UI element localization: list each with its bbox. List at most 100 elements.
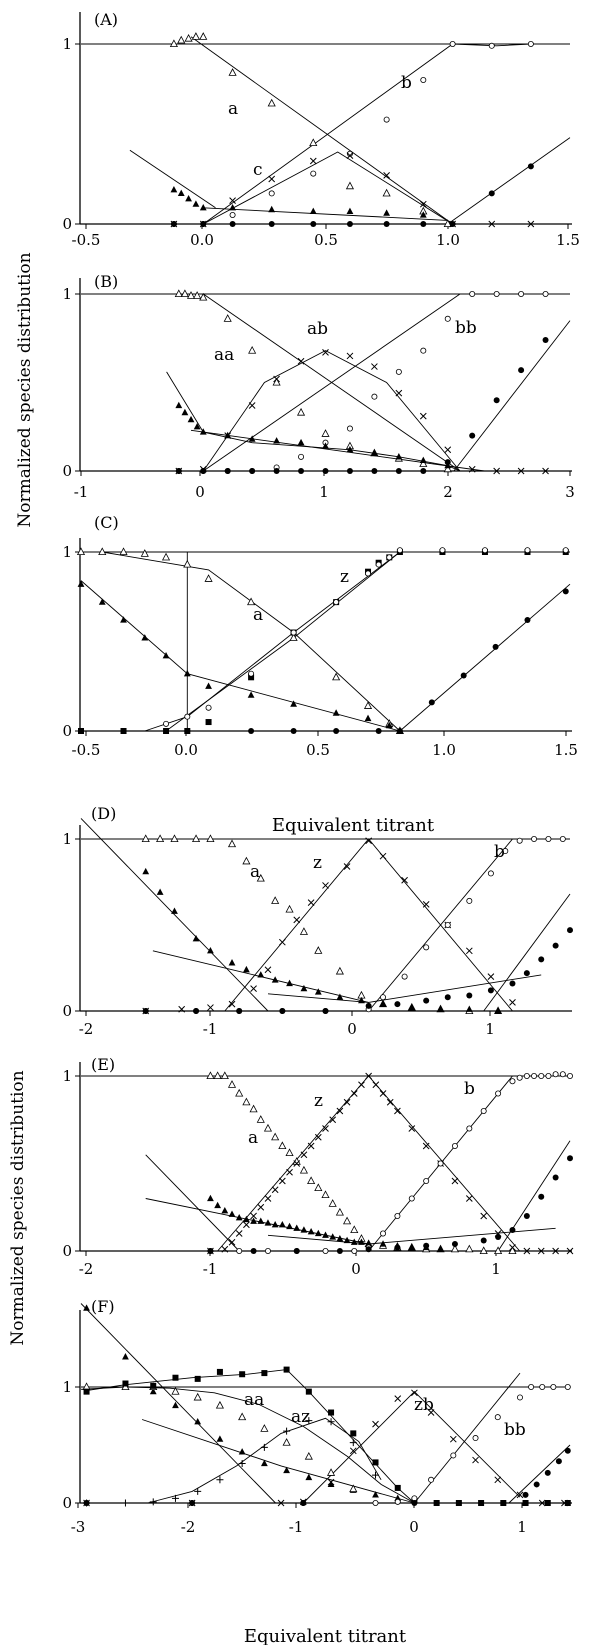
data-point-open-circle <box>531 1073 536 1078</box>
data-point-cross <box>509 999 515 1005</box>
data-point-open-circle <box>452 1143 457 1148</box>
data-point-filled-circle <box>545 1470 551 1476</box>
panel-label: (A) <box>94 10 118 29</box>
data-point-filled-circle <box>563 588 569 594</box>
data-point-open-triangle <box>243 858 250 864</box>
data-point-cross <box>279 1178 285 1184</box>
data-point-cross <box>452 1178 458 1184</box>
data-point-filled-circle <box>337 1248 343 1254</box>
data-point-filled-triangle <box>207 947 214 953</box>
x-tick-label: -1 <box>203 1020 218 1038</box>
data-point-open-triangle <box>243 1098 250 1104</box>
data-point-open-triangle <box>171 40 178 46</box>
data-point-open-circle <box>347 426 352 431</box>
data-point-open-triangle <box>305 1453 312 1459</box>
data-point-filled-triangle <box>171 186 178 192</box>
data-point-cross <box>287 1169 293 1175</box>
data-point-filled-circle <box>509 980 515 986</box>
data-point-open-circle <box>494 291 499 296</box>
data-point-cross <box>423 901 429 907</box>
data-point-open-triangle <box>336 1209 343 1215</box>
data-point-open-circle <box>373 1500 378 1505</box>
data-point-cross <box>351 1091 357 1097</box>
data-point-open-circle <box>540 1384 545 1389</box>
data-point-open-circle <box>438 1161 443 1166</box>
panel-label: (F) <box>91 1297 115 1316</box>
data-point-cross <box>249 403 255 409</box>
x-tick-label: 1.5 <box>556 231 580 249</box>
data-point-open-circle <box>473 1435 478 1440</box>
data-point-open-triangle <box>279 1142 286 1148</box>
data-point-open-triangle <box>205 575 212 581</box>
data-point-open-triangle <box>185 35 192 41</box>
x-tick-label: 0 <box>347 1020 357 1038</box>
data-point-filled-triangle <box>182 409 189 415</box>
x-tick-label: 1 <box>485 1020 495 1038</box>
curve-label-c: c <box>253 160 263 180</box>
data-point-filled-triangle <box>336 1235 343 1241</box>
data-point-open-circle <box>529 1384 534 1389</box>
data-point-filled-triangle <box>286 1223 293 1229</box>
curve-label-b: b <box>494 842 505 862</box>
data-point-open-triangle <box>239 1413 246 1419</box>
data-point-open-circle <box>551 1384 556 1389</box>
y-tick-label: 1 <box>62 1067 72 1085</box>
fit-line <box>146 1155 240 1251</box>
data-point-filled-square <box>523 1500 529 1506</box>
y-tick-label: 1 <box>62 1378 72 1396</box>
data-point-filled-circle <box>396 468 402 474</box>
data-point-open-triangle <box>120 548 127 554</box>
data-point-open-circle <box>565 1384 570 1389</box>
data-point-open-circle <box>543 291 548 296</box>
data-point-filled-triangle <box>420 457 427 463</box>
data-point-open-triangle <box>236 1090 243 1096</box>
data-point-filled-circle <box>538 956 544 962</box>
data-point-filled-circle <box>466 993 472 999</box>
data-point-cross <box>445 447 451 453</box>
data-point-open-triangle <box>163 554 170 560</box>
data-point-filled-square <box>373 1459 379 1465</box>
curve-label-az: az <box>291 1407 310 1427</box>
data-point-filled-circle <box>567 1155 573 1161</box>
data-point-cross <box>380 853 386 859</box>
data-point-open-triangle <box>272 897 279 903</box>
data-point-open-circle <box>372 394 377 399</box>
data-point-open-circle <box>563 548 568 553</box>
data-point-filled-circle <box>333 728 339 734</box>
data-point-open-triangle <box>221 1072 228 1078</box>
data-point-open-circle <box>450 41 455 46</box>
data-point-filled-circle <box>553 1175 559 1181</box>
data-point-cross <box>466 1196 472 1202</box>
fit-line <box>191 37 453 224</box>
x-tick-label: 0 <box>351 1260 361 1278</box>
fit-line <box>203 351 460 471</box>
curve-label-b: b <box>401 73 412 93</box>
x-tick-label: 0.0 <box>174 741 198 759</box>
data-point-open-triangle <box>283 1439 290 1445</box>
data-point-filled-circle <box>143 1008 149 1014</box>
data-point-open-triangle <box>322 1191 329 1197</box>
data-point-cross <box>265 967 271 973</box>
data-point-filled-triangle <box>178 190 185 196</box>
data-point-cross <box>473 1457 479 1463</box>
data-point-filled-square <box>328 1410 334 1416</box>
data-point-open-triangle <box>268 100 275 106</box>
data-point-filled-circle <box>534 1481 540 1487</box>
data-point-open-triangle <box>347 182 354 188</box>
data-point-filled-circle <box>524 1213 530 1219</box>
data-point-cross <box>373 1082 379 1088</box>
data-point-filled-circle <box>248 728 254 734</box>
data-point-filled-triangle <box>221 1207 228 1213</box>
x-tick-label: 0.5 <box>306 741 330 759</box>
data-point-filled-circle <box>207 1248 213 1254</box>
data-point-open-circle <box>488 871 493 876</box>
panel-2: -0.50.00.51.01.501(C)za <box>62 513 577 759</box>
data-point-open-triangle <box>286 906 293 912</box>
fit-line <box>130 150 216 208</box>
data-point-cross <box>251 986 257 992</box>
data-point-filled-square <box>195 1376 201 1382</box>
fit-line <box>448 138 570 224</box>
data-point-filled-square <box>395 1485 401 1491</box>
data-point-filled-triangle <box>185 195 192 201</box>
x-tick-label: 1 <box>517 1518 527 1536</box>
